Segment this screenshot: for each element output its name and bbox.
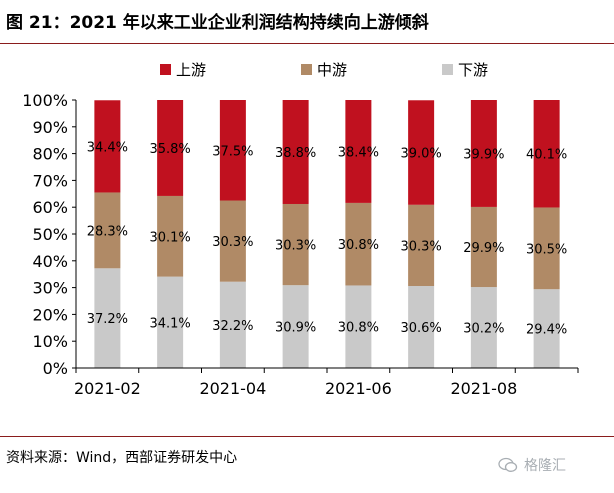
bar-segment bbox=[219, 100, 246, 201]
x-tick-label: 2021-08 bbox=[450, 379, 517, 398]
y-tick-label: 90% bbox=[32, 118, 68, 137]
data-label: 30.9% bbox=[275, 321, 316, 336]
bar-segment bbox=[345, 285, 372, 368]
data-label: 30.2% bbox=[463, 322, 504, 337]
bar-segment bbox=[408, 204, 435, 286]
y-tick-label: 70% bbox=[32, 171, 68, 190]
y-tick-label: 80% bbox=[32, 145, 68, 164]
legend-swatch bbox=[160, 64, 171, 75]
data-label: 30.3% bbox=[275, 239, 316, 254]
data-label: 30.3% bbox=[400, 239, 441, 254]
data-label: 30.6% bbox=[400, 321, 441, 336]
legend-swatch bbox=[301, 64, 312, 75]
y-tick-label: 40% bbox=[32, 252, 68, 271]
data-label: 39.9% bbox=[463, 147, 504, 162]
data-label: 30.5% bbox=[526, 242, 567, 257]
bar-segment bbox=[282, 100, 309, 204]
bar-segment bbox=[470, 206, 497, 288]
watermark-text: 格隆汇 bbox=[524, 458, 566, 474]
data-label: 40.1% bbox=[526, 148, 567, 163]
bar-segment bbox=[408, 100, 435, 205]
bar-segment bbox=[533, 289, 560, 368]
data-label: 30.3% bbox=[212, 235, 253, 250]
x-tick-label: 2021-06 bbox=[325, 379, 392, 398]
data-label: 28.3% bbox=[87, 224, 128, 239]
chart-title: 图 21：2021 年以来工业企业利润结构持续向上游倾斜 bbox=[6, 13, 429, 33]
bar-segment bbox=[157, 276, 184, 368]
bar-segment bbox=[470, 287, 497, 368]
data-label: 37.2% bbox=[87, 312, 128, 327]
bar-segment bbox=[94, 268, 121, 368]
y-tick-label: 60% bbox=[32, 198, 68, 217]
bar-segment bbox=[94, 100, 121, 193]
x-axis: 2021-02 2021-04 2021-06 2021-08 bbox=[74, 367, 579, 398]
y-tick-label: 20% bbox=[32, 305, 68, 324]
legend-swatch bbox=[442, 64, 453, 75]
source-divider bbox=[0, 436, 614, 437]
data-label: 34.1% bbox=[149, 316, 190, 331]
bar-segment bbox=[94, 192, 121, 269]
data-label: 35.8% bbox=[149, 142, 190, 157]
data-label: 29.4% bbox=[526, 323, 567, 338]
y-tick-label: 0% bbox=[43, 359, 68, 378]
bar-segment bbox=[533, 207, 560, 290]
data-label: 38.4% bbox=[338, 145, 379, 160]
y-axis: 0% 10% 20% 30% 40% 50% 60% 70% 80% 90% 100% bbox=[22, 91, 77, 378]
bar-segment bbox=[282, 203, 309, 286]
y-tick-label: 100% bbox=[22, 91, 68, 110]
wechat-icon bbox=[498, 457, 518, 472]
y-tick-label: 50% bbox=[32, 225, 68, 244]
y-tick-label: 30% bbox=[32, 279, 68, 298]
legend-label: 中游 bbox=[317, 61, 347, 79]
y-tick-label: 10% bbox=[32, 332, 68, 351]
data-label: 30.8% bbox=[338, 321, 379, 336]
watermark: 格隆汇 bbox=[498, 455, 566, 475]
data-label: 30.8% bbox=[338, 238, 379, 253]
data-label: 37.5% bbox=[212, 144, 253, 159]
data-label: 30.1% bbox=[149, 230, 190, 245]
bar-segment bbox=[219, 281, 246, 368]
data-label: 32.2% bbox=[212, 319, 253, 334]
stacked-bar-chart: 上游 中游 下游 0% 10% 20% 30% 40% 50% 60% 70% 80% 90% 100%… bbox=[22, 61, 579, 398]
bar-segment bbox=[219, 200, 246, 282]
x-tick-label: 2021-02 bbox=[74, 379, 141, 398]
chart-legend: 上游 中游 下游 bbox=[160, 61, 488, 79]
bar-segment bbox=[282, 285, 309, 368]
data-label: 34.4% bbox=[87, 140, 128, 155]
bar-segment bbox=[408, 285, 435, 368]
bar-segment bbox=[157, 195, 184, 277]
bar-segment bbox=[345, 100, 372, 203]
bar-segment bbox=[345, 202, 372, 286]
data-label: 39.0% bbox=[400, 147, 441, 162]
bar-segment bbox=[157, 100, 184, 196]
title-divider bbox=[0, 43, 614, 44]
bar-segment bbox=[533, 100, 560, 208]
x-tick-label: 2021-04 bbox=[199, 379, 266, 398]
source-note: 资料来源：Wind，西部证券研发中心 bbox=[6, 450, 238, 466]
legend-label: 上游 bbox=[176, 61, 206, 79]
bar-area: 37.2% 28.3% 34.4% 34.1% 30.1% 35.8% 32.2% 30.3%… bbox=[87, 100, 567, 368]
data-label: 29.9% bbox=[463, 241, 504, 256]
bar-segment bbox=[470, 100, 497, 207]
legend-label: 下游 bbox=[458, 61, 488, 79]
data-label: 38.8% bbox=[275, 146, 316, 161]
